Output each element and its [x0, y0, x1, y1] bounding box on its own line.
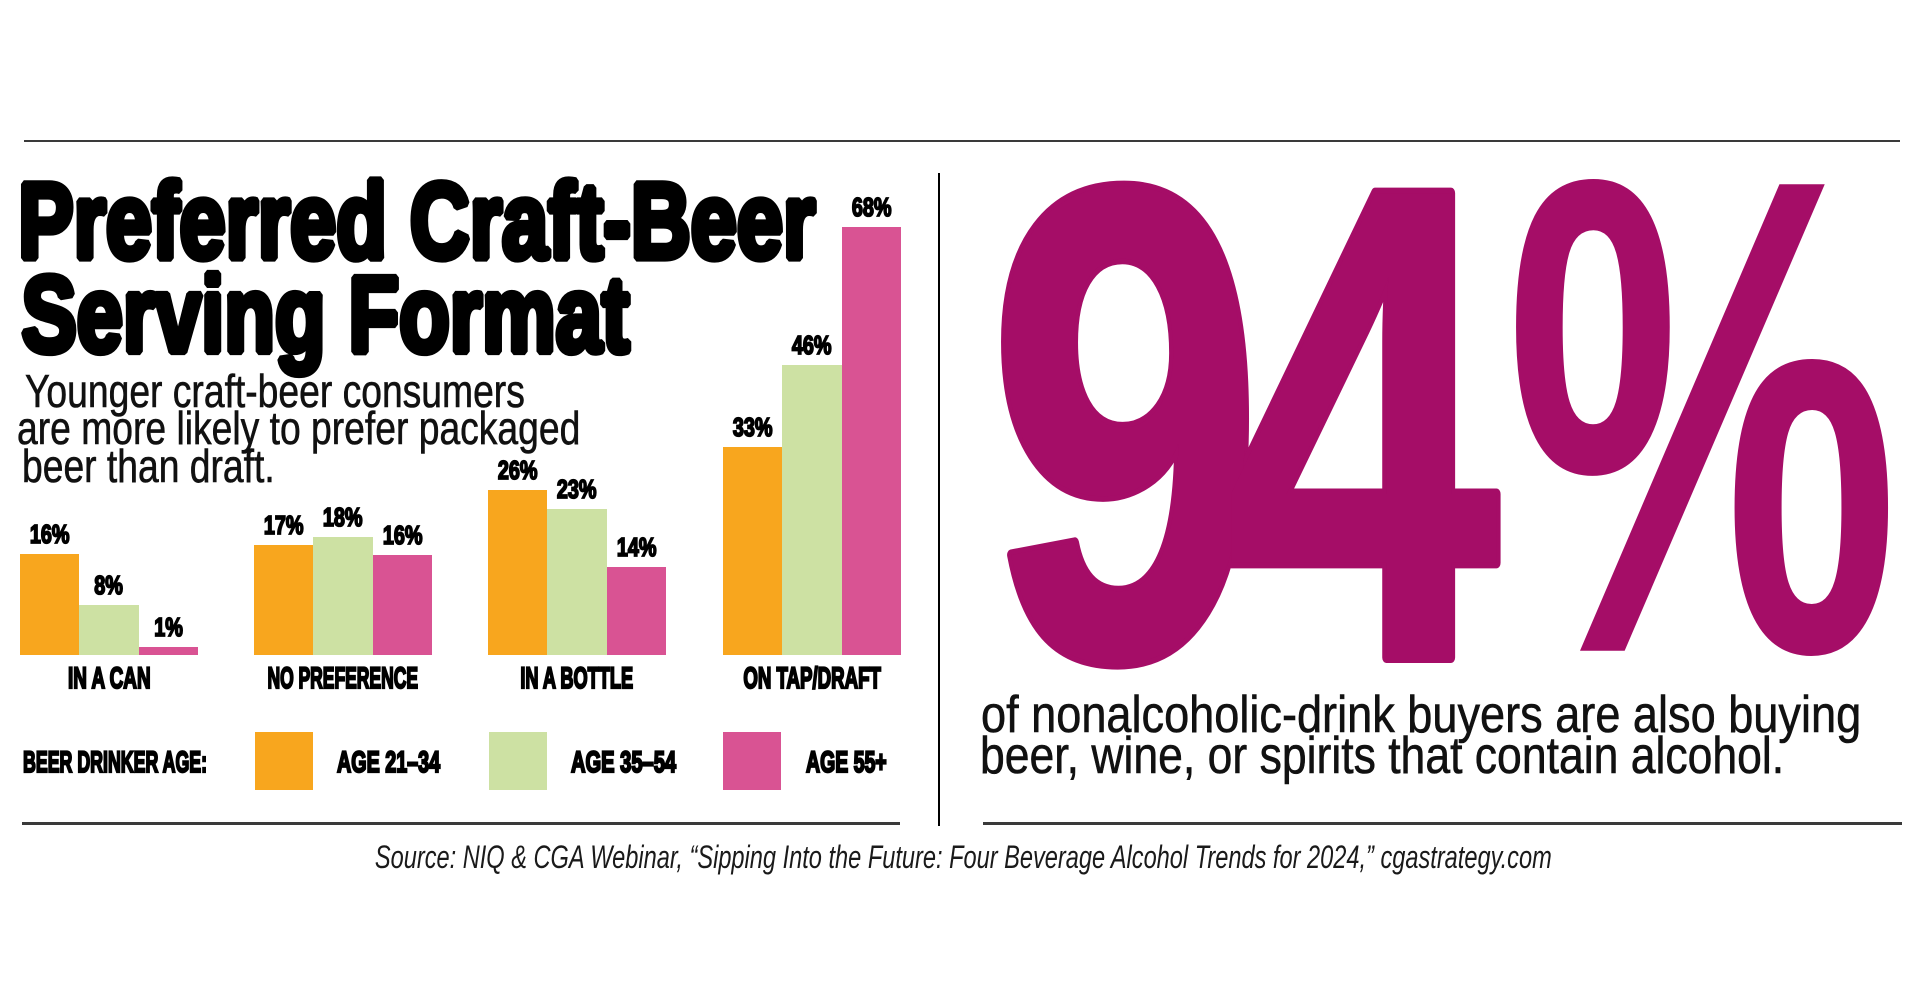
svg-text:%: % [1505, 38, 1900, 700]
svg-text:94: 94 [988, 48, 1502, 700]
svg-text:Preferred Craft-Beer: Preferred Craft-Beer [18, 161, 815, 281]
svg-text:Serving Format: Serving Format [22, 255, 630, 375]
